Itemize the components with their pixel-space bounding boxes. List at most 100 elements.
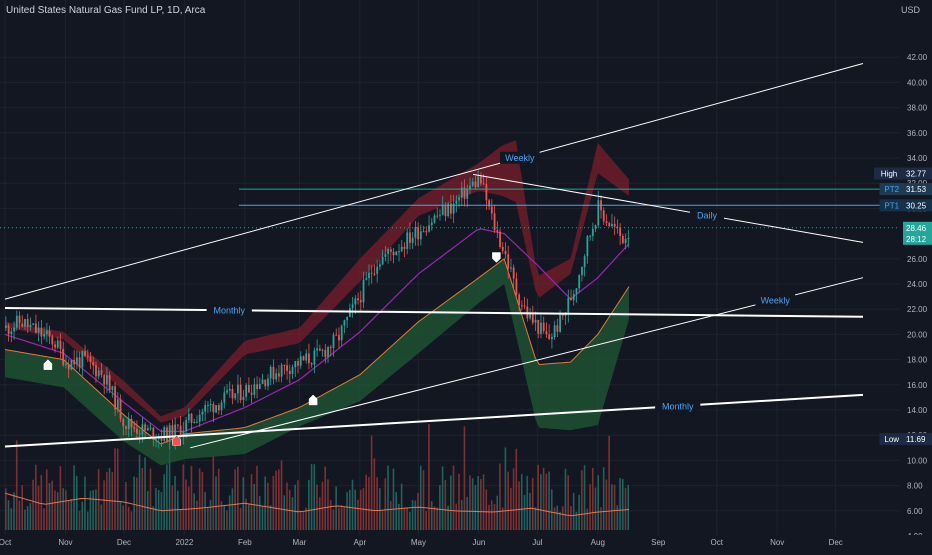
low-badge-value: 11.69 [906, 435, 926, 444]
volume-bar [415, 500, 417, 530]
volume-bar [35, 465, 37, 530]
candle-body [420, 231, 422, 239]
candle-body [204, 405, 206, 411]
volume-bar [13, 492, 15, 530]
volume-bar [384, 478, 386, 530]
candle-body [133, 427, 135, 428]
candle-body [251, 393, 253, 395]
trendline-label-2: Weekly [761, 295, 791, 305]
y-tick-label: 8.00 [907, 482, 923, 491]
candle-body [311, 363, 313, 364]
volume-bar [344, 507, 346, 530]
volume-bar [286, 483, 288, 530]
candle-body [507, 254, 509, 268]
volume-bar [412, 500, 414, 530]
candle-body [35, 323, 37, 332]
candle-body [384, 254, 386, 257]
last-price-badge-value: 28.46 [906, 224, 927, 233]
candle-body [559, 314, 561, 332]
chart-title: United States Natural Gas Fund LP, 1D, A… [6, 5, 205, 16]
candle-body [354, 298, 356, 304]
x-tick-label: Jul [532, 538, 542, 547]
volume-bar [275, 471, 277, 530]
volume-bar [122, 505, 124, 530]
volume-bar [283, 495, 285, 530]
volume-bar [393, 469, 395, 530]
volume-bar [406, 508, 408, 530]
volume-bar [455, 504, 457, 530]
candle-body [81, 351, 83, 367]
volume-bar [117, 449, 119, 530]
time-axis-bg [0, 535, 932, 550]
candle-body [114, 386, 116, 409]
candle-body [496, 230, 498, 231]
candle-body [592, 229, 594, 236]
candle-body [540, 323, 542, 334]
volume-bar [144, 457, 146, 530]
volume-bar [518, 481, 520, 530]
candle-body [5, 325, 7, 328]
candle-body [455, 200, 457, 203]
candle-body [90, 356, 92, 362]
candle-body [98, 370, 100, 376]
volume-bar [106, 472, 108, 530]
candle-body [387, 249, 389, 254]
candle-body [188, 414, 190, 420]
volume-bar [218, 469, 220, 530]
candle-body [180, 426, 182, 436]
candle-body [234, 393, 236, 398]
candle-body [546, 331, 548, 334]
volume-bar [540, 474, 542, 530]
volume-bar [475, 485, 477, 530]
volume-bar [150, 469, 152, 530]
volume-bar [627, 485, 629, 530]
volume-bar [505, 448, 507, 530]
candle-body [324, 350, 326, 357]
candle-body [16, 316, 18, 328]
x-tick-label: Aug [591, 538, 605, 547]
volume-bar [125, 482, 127, 530]
candle-body [417, 227, 419, 239]
pt2-badge-value: 31.53 [906, 185, 927, 194]
candle-body [548, 334, 550, 339]
volume-bar [32, 480, 34, 530]
volume-bar [458, 474, 460, 530]
volume-bar [8, 500, 10, 530]
candle-body [212, 404, 214, 412]
candle-body [308, 353, 310, 363]
volume-bar [196, 501, 198, 530]
candle-body [584, 256, 586, 267]
volume-bar [270, 505, 272, 530]
candle-body [442, 206, 444, 215]
candle-body [256, 384, 258, 389]
candle-body [155, 439, 157, 440]
candle-body [603, 210, 605, 221]
volume-bar [341, 505, 343, 530]
last-price-badge: 28.46 [903, 222, 932, 234]
candle-body [103, 375, 105, 384]
candle-body [625, 239, 627, 243]
candle-body [537, 320, 539, 334]
candle-body [627, 238, 629, 239]
volume-bar [499, 464, 501, 530]
volume-bar [226, 511, 228, 530]
volume-bar [592, 468, 594, 530]
volume-bar [191, 466, 193, 530]
candle-body [27, 319, 29, 327]
candle-body [253, 384, 255, 395]
volume-bar [573, 493, 575, 530]
candle-body [71, 360, 73, 369]
volume-bar [477, 476, 479, 530]
candle-body [76, 357, 78, 364]
volume-bar [256, 466, 258, 530]
candle-body [240, 385, 242, 400]
volume-bar [480, 479, 482, 530]
candle-body [62, 349, 64, 365]
candle-body [136, 429, 138, 434]
candle-body [494, 213, 496, 230]
y-tick-label: 42.00 [907, 53, 928, 62]
